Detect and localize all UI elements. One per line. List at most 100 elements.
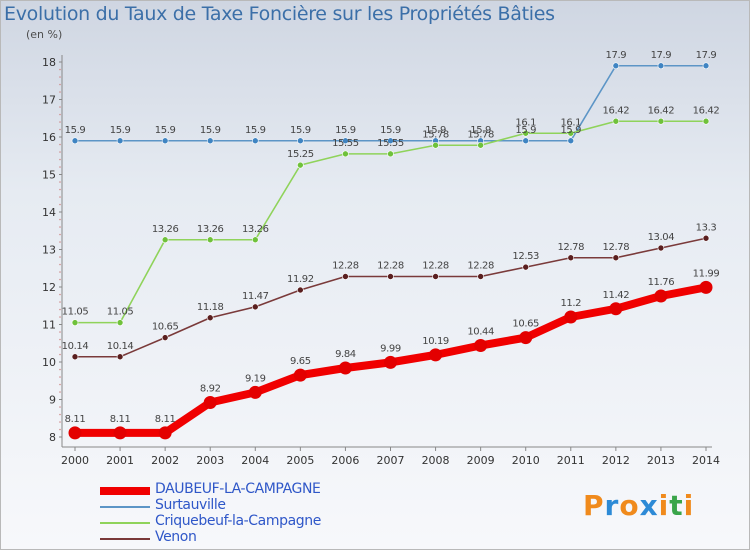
data-point xyxy=(612,254,620,262)
data-label: 15.9 xyxy=(380,125,401,136)
data-label: 12.28 xyxy=(377,261,404,272)
x-tick-label: 2004 xyxy=(241,454,269,467)
data-label: 16.1 xyxy=(560,117,581,128)
y-minor-tick xyxy=(59,196,61,198)
data-label: 12.28 xyxy=(332,261,359,272)
data-point xyxy=(71,319,79,326)
data-point xyxy=(657,62,665,70)
data-label: 12.28 xyxy=(422,261,449,272)
data-label: 8.11 xyxy=(110,414,131,425)
data-point xyxy=(206,314,214,322)
y-minor-tick xyxy=(59,113,61,116)
y-minor-tick xyxy=(59,271,61,273)
data-label: 11.18 xyxy=(197,302,224,313)
data-label: 12.78 xyxy=(557,242,584,253)
data-point xyxy=(612,62,620,70)
legend-label: DAUBEUF-LA-CAMPAGNE xyxy=(155,481,321,497)
data-label: 17.9 xyxy=(606,50,627,61)
x-tick-label: 2009 xyxy=(467,454,495,467)
data-label: 10.14 xyxy=(107,341,134,352)
data-label: 15.9 xyxy=(290,125,311,136)
chart-title: Evolution du Taux de Taxe Foncière sur l… xyxy=(4,3,555,25)
y-tick-label: 14 xyxy=(42,206,56,219)
data-label: 17.9 xyxy=(651,50,672,61)
data-label: 11.99 xyxy=(693,268,720,279)
data-point xyxy=(342,273,349,280)
logo-letter: x xyxy=(639,489,659,522)
chart-series xyxy=(68,62,713,440)
data-label: 12.53 xyxy=(512,251,539,262)
x-tick-label: 2001 xyxy=(106,454,134,467)
y-minor-tick xyxy=(59,76,61,78)
data-point xyxy=(387,150,394,158)
y-minor-tick xyxy=(59,421,61,423)
data-label: 15.9 xyxy=(200,125,221,136)
data-point xyxy=(702,117,710,125)
data-label: 15.9 xyxy=(335,125,356,136)
y-minor-tick xyxy=(59,331,61,333)
data-point xyxy=(116,319,124,326)
data-point xyxy=(477,141,484,149)
logo-letter: i xyxy=(683,489,695,522)
data-label: 11.76 xyxy=(648,277,675,288)
y-minor-tick xyxy=(59,263,61,266)
data-label: 15.55 xyxy=(332,138,359,149)
data-point xyxy=(293,368,307,382)
y-minor-tick xyxy=(59,293,61,296)
logo-letter: P xyxy=(583,489,605,522)
data-label: 10.65 xyxy=(512,319,539,330)
legend-swatch xyxy=(100,487,150,495)
data-point xyxy=(522,129,530,137)
x-tick-label: 2003 xyxy=(196,454,224,467)
y-tick-label: 11 xyxy=(42,319,56,332)
y-minor-tick xyxy=(59,181,61,183)
data-point xyxy=(338,361,352,375)
data-label: 10.19 xyxy=(422,336,449,347)
y-minor-tick xyxy=(59,218,61,221)
y-minor-tick xyxy=(59,226,61,228)
y-minor-tick xyxy=(59,143,61,146)
y-minor-tick xyxy=(59,376,61,378)
data-label: 10.44 xyxy=(467,327,494,338)
chart-data-labels: 15.9 15.9 15.9 15.9 15.9 15.9 15.9 15.9 15.9 15.9… xyxy=(62,50,720,425)
data-label: 9.99 xyxy=(380,343,401,354)
data-label: 13.26 xyxy=(242,224,269,235)
data-point xyxy=(116,137,124,145)
data-point xyxy=(567,129,575,137)
data-label: 11.05 xyxy=(62,307,89,318)
data-label: 15.9 xyxy=(155,125,176,136)
data-label: 8.92 xyxy=(200,384,221,395)
y-minor-tick xyxy=(59,383,61,386)
y-minor-tick xyxy=(59,68,61,71)
x-tick-label: 2010 xyxy=(512,454,540,467)
y-minor-tick xyxy=(59,368,61,371)
data-point xyxy=(387,137,394,145)
y-minor-tick xyxy=(59,353,61,356)
data-label: 17.9 xyxy=(696,50,717,61)
y-minor-tick xyxy=(59,428,61,431)
y-tick-label: 10 xyxy=(42,356,56,369)
logo-letter: t xyxy=(669,489,684,522)
data-point xyxy=(477,273,484,280)
data-label: 15.9 xyxy=(470,125,491,136)
y-minor-tick xyxy=(59,413,61,416)
data-label: 15.9 xyxy=(65,125,86,136)
data-point xyxy=(519,331,533,345)
data-label: 9.19 xyxy=(245,373,266,384)
y-minor-tick xyxy=(59,241,61,243)
data-label: 10.14 xyxy=(62,341,89,352)
x-tick-label: 2012 xyxy=(602,454,630,467)
y-minor-tick xyxy=(59,406,61,408)
data-label: 15.25 xyxy=(287,149,314,160)
data-label: 15.9 xyxy=(560,125,581,136)
y-tick-label: 18 xyxy=(42,56,56,69)
legend-item-surtauville: Surtauville xyxy=(100,497,420,515)
data-label: 12.78 xyxy=(603,242,630,253)
data-point xyxy=(68,426,82,440)
y-minor-tick xyxy=(59,338,61,341)
data-point xyxy=(71,353,79,361)
y-minor-tick xyxy=(59,121,61,123)
y-minor-tick xyxy=(59,301,61,303)
chart-subtitle: (en %) xyxy=(26,28,63,41)
